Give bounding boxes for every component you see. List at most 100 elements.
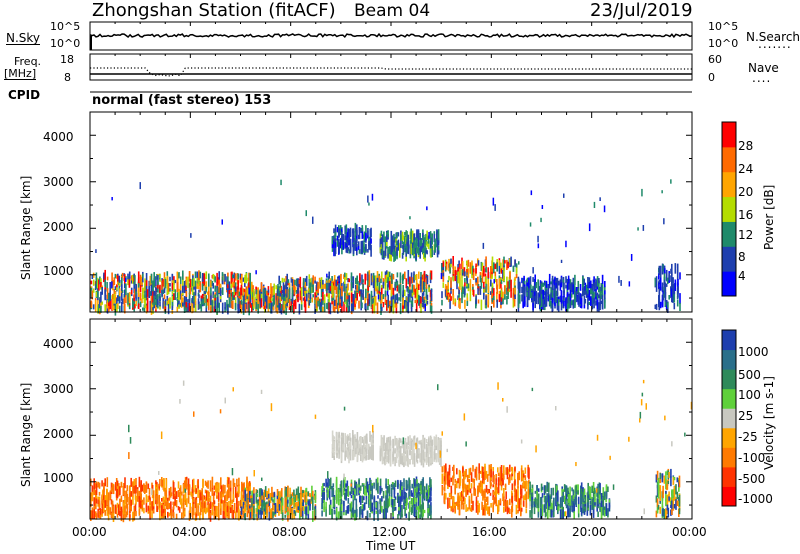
velocity-cell — [243, 505, 246, 517]
power-cell — [264, 292, 267, 302]
power-cell — [279, 303, 281, 309]
power-cell — [121, 301, 123, 312]
power-cell — [386, 299, 388, 311]
power-cell — [205, 298, 208, 308]
power-cell — [448, 294, 450, 303]
power-cell — [423, 270, 426, 280]
power-cell — [528, 287, 530, 295]
velocity-cell — [192, 504, 195, 515]
velocity-cell — [332, 440, 334, 448]
power-cell — [437, 245, 440, 254]
power-cell — [226, 299, 228, 308]
power-cell — [320, 306, 323, 310]
velocity-cell — [372, 448, 374, 461]
power-cell — [161, 290, 163, 297]
power-cell — [347, 278, 349, 283]
power-cell — [591, 300, 594, 309]
power-cell — [518, 261, 520, 265]
power-cell — [206, 300, 209, 306]
power-cell — [189, 279, 192, 288]
power-cell — [333, 228, 335, 234]
power-cell — [480, 299, 483, 310]
velocity-cell — [266, 504, 268, 514]
power-cell — [332, 293, 334, 298]
velocity-cell — [291, 511, 294, 517]
velocity-cell — [427, 485, 430, 494]
power-cell — [402, 296, 404, 306]
power-cell — [139, 294, 142, 301]
power-cell — [494, 263, 497, 270]
velocity-cell — [261, 491, 263, 498]
power-cell — [340, 279, 342, 287]
velocity-cell — [293, 489, 295, 502]
power-cell — [349, 238, 352, 249]
power-cell — [156, 274, 158, 280]
power-cell — [396, 247, 398, 256]
power-cell — [563, 298, 565, 303]
power-cell — [521, 294, 523, 302]
velocity-cell — [118, 483, 120, 492]
power-cell — [416, 230, 418, 238]
velocity-cell — [347, 498, 350, 504]
power-cell — [421, 283, 424, 293]
velocity-cell — [185, 498, 188, 508]
velocity-cell — [229, 507, 232, 514]
power-cell — [326, 302, 328, 309]
velocity-cell — [247, 482, 250, 489]
velocity-cell — [116, 488, 119, 493]
velocity-cell — [130, 491, 132, 497]
power-cell — [190, 233, 192, 238]
velocity-cell — [299, 492, 301, 502]
velocity-cell — [268, 506, 271, 512]
power-cell — [262, 288, 265, 297]
velocity-cell — [428, 457, 430, 467]
power-cell — [251, 304, 253, 313]
power-cell — [177, 273, 179, 283]
velocity-cell — [211, 476, 214, 489]
power-cell — [302, 286, 305, 297]
power-cell — [392, 293, 395, 305]
velocity-cell — [346, 449, 349, 459]
power-cell — [322, 284, 324, 289]
velocity-cell — [407, 457, 409, 468]
power-cell — [535, 296, 538, 304]
power-cell — [537, 279, 539, 291]
power-cell — [183, 285, 186, 294]
power-cell — [665, 269, 668, 281]
power-cell — [159, 296, 161, 302]
power-cell — [405, 296, 408, 303]
power-cell — [442, 282, 445, 288]
velocity-cell — [385, 454, 387, 465]
velocity-cell — [453, 472, 455, 479]
power-cell — [507, 291, 509, 299]
velocity-cell — [363, 504, 365, 511]
velocity-cell — [325, 506, 327, 517]
power-cell — [333, 244, 335, 257]
velocity-cell — [409, 435, 411, 447]
velocity-cell — [229, 491, 232, 503]
velocity-cell — [93, 478, 95, 490]
power-cell — [343, 301, 345, 312]
velocity-cell — [403, 502, 405, 510]
velocity-cell — [246, 510, 249, 518]
velocity-cell — [181, 512, 183, 520]
power-cell — [125, 278, 127, 282]
velocity-cell — [390, 483, 393, 488]
power-cell — [185, 286, 187, 291]
velocity-cell — [416, 506, 418, 510]
power-cell — [472, 289, 475, 297]
power-cell — [555, 277, 558, 283]
power-cell — [506, 295, 508, 305]
velocity-cell — [413, 456, 416, 465]
power-cell — [255, 301, 258, 310]
velocity-cell — [359, 436, 361, 442]
power-cell — [371, 298, 374, 305]
power-cell — [663, 271, 666, 281]
velocity-cell — [269, 509, 272, 519]
velocity-cell — [398, 503, 400, 514]
power-cell — [150, 285, 153, 289]
velocity-cell — [373, 496, 376, 503]
power-cell — [233, 272, 236, 279]
power-cell — [286, 286, 288, 298]
power-cell — [618, 275, 620, 283]
